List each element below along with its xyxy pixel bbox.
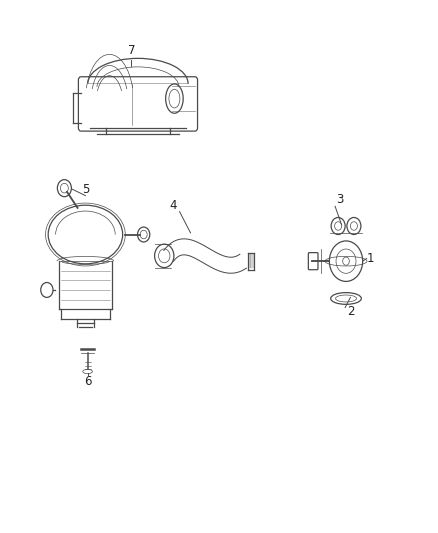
Text: 5: 5 <box>82 183 89 196</box>
Text: 2: 2 <box>346 305 354 318</box>
Text: 6: 6 <box>84 375 92 387</box>
Text: 3: 3 <box>336 193 343 206</box>
Text: 7: 7 <box>127 44 135 57</box>
Text: 4: 4 <box>169 199 177 212</box>
Text: 1: 1 <box>366 252 374 265</box>
